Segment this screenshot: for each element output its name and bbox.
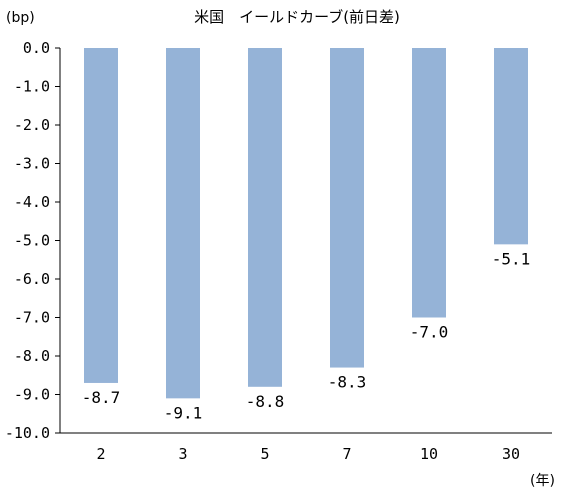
x-tick-label: 10 <box>420 445 438 463</box>
bar <box>330 48 364 368</box>
y-axis-unit: (bp) <box>6 10 35 26</box>
data-label: -8.7 <box>82 388 121 407</box>
x-tick-label: 5 <box>260 445 269 463</box>
plot-area: 0.0 -1.0 -2.0 -3.0 -4.0 -5.0 -6.0 -7.0 -8.0 -9.0 -… <box>5 39 552 463</box>
data-label: -8.3 <box>328 373 367 392</box>
y-tick-label: -5.0 <box>14 232 50 250</box>
bar <box>248 48 282 387</box>
bar <box>494 48 528 245</box>
y-tick-label: -10.0 <box>5 424 50 442</box>
x-tick-label: 3 <box>178 445 187 463</box>
y-tick-label: -8.0 <box>14 347 50 365</box>
data-label: -7.0 <box>410 323 449 342</box>
data-label: -5.1 <box>492 249 531 268</box>
y-tick-label: -3.0 <box>14 155 50 173</box>
y-tick-label: -7.0 <box>14 309 50 327</box>
x-axis-unit: (年) <box>530 473 555 489</box>
y-tick-label: -4.0 <box>14 193 50 211</box>
bar <box>412 48 446 318</box>
chart-title: 米国 イールドカーブ(前日差) <box>194 8 400 26</box>
y-tick-label: -9.0 <box>14 386 50 404</box>
data-label: -8.8 <box>246 392 285 411</box>
bar <box>84 48 118 383</box>
y-tick-label: -2.0 <box>14 116 50 134</box>
y-tick-label: -6.0 <box>14 270 50 288</box>
x-tick-label: 2 <box>96 445 105 463</box>
data-label: -9.1 <box>164 403 203 422</box>
bar <box>166 48 200 399</box>
y-tick-label: 0.0 <box>23 39 50 57</box>
x-tick-label: 30 <box>502 445 520 463</box>
y-tick-label: -1.0 <box>14 78 50 96</box>
x-tick-label: 7 <box>342 445 351 463</box>
